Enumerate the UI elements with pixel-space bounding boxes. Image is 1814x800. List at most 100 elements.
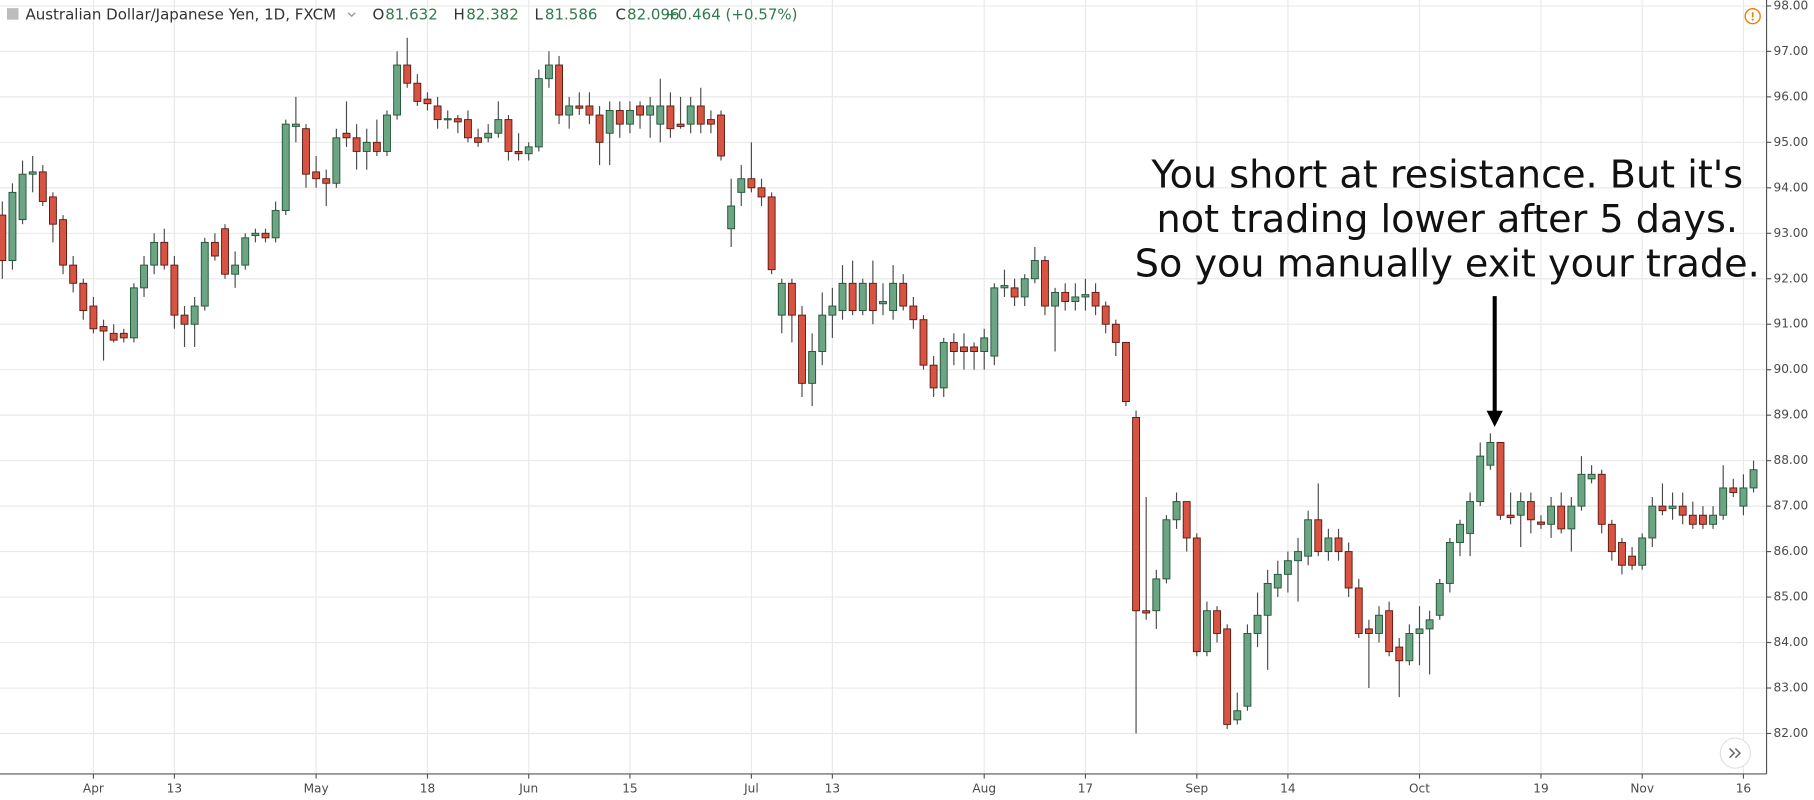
candle-body [1091, 291, 1100, 307]
symbol-dropdown[interactable] [347, 12, 356, 18]
candle-body [1152, 578, 1161, 612]
x-tick-label: Sep [1185, 782, 1208, 796]
candle-body [362, 141, 371, 152]
x-tick-label: 14 [1280, 782, 1296, 796]
x-tick-label: 19 [1533, 782, 1548, 796]
annotation-line: So you manually exit your trade. [1135, 243, 1760, 287]
candle-body [828, 305, 837, 316]
candle-body [1537, 521, 1545, 525]
candle-body [1486, 441, 1495, 466]
candle-body [534, 78, 543, 148]
candle-body [1749, 469, 1758, 489]
y-tick-label: 85.00 [1774, 590, 1809, 604]
candle-body [1607, 523, 1616, 553]
candle-body [453, 118, 462, 123]
y-tick-label: 83.00 [1774, 681, 1809, 695]
candle-body [1425, 619, 1434, 630]
candle-body [960, 346, 968, 352]
candle-body [1435, 582, 1444, 616]
candle-body [200, 241, 209, 307]
x-tick-label: 13 [167, 782, 182, 796]
candle-body [281, 123, 290, 212]
candle-body [89, 305, 98, 330]
candle-body [1294, 551, 1302, 562]
candle-body [1364, 628, 1373, 634]
x-tick-label: Jul [743, 782, 759, 796]
x-tick-label: Oct [1409, 782, 1430, 796]
grid [0, 0, 1767, 774]
symbol-icon[interactable] [6, 8, 19, 20]
candle-body [1526, 501, 1535, 521]
candle-body [524, 146, 533, 155]
candle-body [251, 232, 260, 237]
x-tick-label: Apr [83, 782, 104, 796]
candle-body [1344, 551, 1353, 589]
candle-body [59, 219, 67, 266]
candle-body [383, 114, 391, 152]
candle-body [1273, 573, 1282, 589]
candle-body [291, 123, 300, 127]
candle-body [868, 282, 877, 312]
y-tick-label: 91.00 [1774, 317, 1809, 331]
candle-body [666, 105, 675, 130]
candle-body [210, 241, 219, 257]
candle-body [494, 119, 503, 134]
candle-body [1223, 628, 1232, 725]
candle-body [787, 282, 796, 316]
candle-body [585, 105, 594, 116]
candle-body [727, 205, 736, 230]
ohlc-label: O [373, 6, 385, 24]
candle-body [1253, 614, 1262, 634]
candle-body [848, 282, 857, 312]
candle-body [1719, 487, 1728, 516]
candles [0, 37, 1758, 734]
warning-icon[interactable] [1744, 7, 1761, 25]
candle-body [1233, 710, 1242, 721]
candle-body [1466, 501, 1475, 534]
candle-body [1192, 537, 1201, 653]
scroll-to-end-icon [1729, 747, 1742, 759]
y-tick-label: 84.00 [1774, 635, 1809, 649]
candle-body [1304, 519, 1313, 557]
candle-body [1172, 501, 1181, 521]
candle-body [1628, 555, 1637, 566]
candle-body [575, 105, 584, 109]
candle-body [646, 105, 655, 116]
y-tick-label: 93.00 [1774, 226, 1809, 240]
x-tick-label: 13 [825, 782, 840, 796]
candle-body [312, 171, 321, 180]
x-tick-label: May [304, 782, 329, 796]
candle-body [1385, 610, 1394, 653]
annotation-arrow-head [1486, 410, 1503, 427]
candle-body [747, 178, 756, 189]
candle-body [150, 241, 159, 266]
candle-body [737, 178, 746, 193]
candle-body [980, 337, 989, 352]
candle-body [818, 314, 827, 352]
candle-body [1041, 260, 1049, 307]
scroll-to-end-button[interactable] [1719, 737, 1751, 769]
candle-body [1071, 296, 1080, 302]
candle-body [767, 196, 776, 271]
annotation-line: not trading lower after 5 days. [1157, 198, 1738, 242]
candle-body [798, 314, 806, 384]
candle-body [1375, 614, 1383, 634]
candle-body [636, 105, 644, 116]
candle-body [1101, 305, 1110, 325]
candle-body [69, 264, 78, 284]
candle-body [1658, 505, 1667, 512]
candle-body [717, 114, 725, 157]
ohlc-value: 82.096 [627, 6, 680, 24]
ohlc-label: L [534, 6, 543, 24]
candle-body [555, 64, 563, 116]
candle-body [808, 351, 817, 384]
candle-body [79, 282, 88, 312]
candle-body [423, 98, 432, 105]
candle-body [433, 105, 442, 121]
candle-body [18, 173, 27, 221]
price-axis: 82.00 83.00 84.00 85.00 86.00 87.00 88.00 89.00… [1766, 0, 1809, 740]
candle-body [1213, 610, 1221, 634]
